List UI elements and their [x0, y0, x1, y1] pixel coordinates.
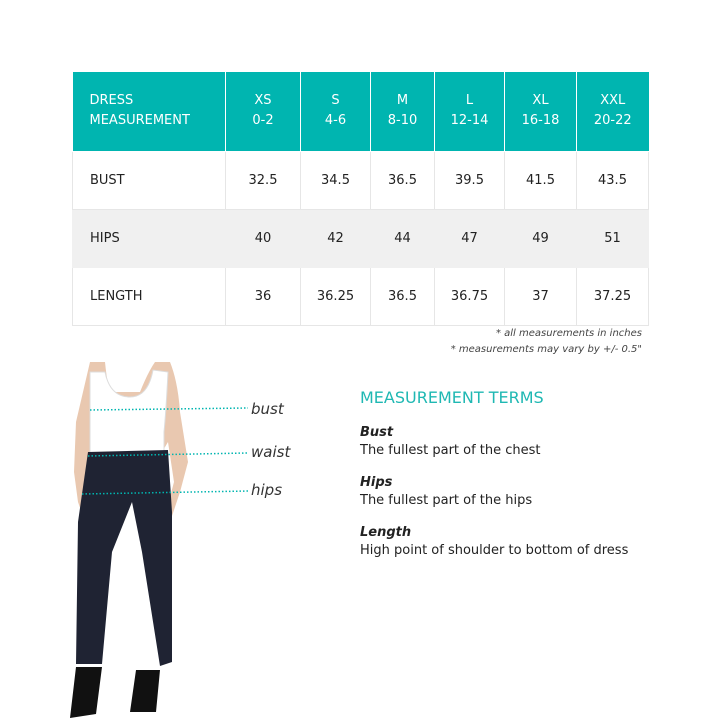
term-bust: Bust The fullest part of the chest	[360, 425, 541, 458]
table-row: BUST 32.5 34.5 36.5 39.5 41.5 43.5	[72, 150, 649, 210]
header-size: S 4-6	[300, 72, 371, 152]
row-label: BUST	[72, 150, 226, 210]
row-label: LENGTH	[72, 266, 226, 326]
pants	[76, 450, 172, 666]
cell: 40	[225, 208, 301, 268]
terms-title: MEASUREMENT TERMS	[360, 388, 544, 407]
cell: 34.5	[300, 150, 371, 210]
cell: 36	[225, 266, 301, 326]
term-hips: Hips The fullest part of the hips	[360, 475, 533, 508]
measurement-terms: MEASUREMENT TERMS Bust The fullest part o…	[360, 388, 628, 575]
header-size: XL 16-18	[504, 72, 577, 152]
cell: 41.5	[504, 150, 577, 210]
note-variance: * measurements may vary by +/- 0.5"	[450, 344, 642, 355]
header-size: L 12-14	[434, 72, 505, 152]
size-chart-table: DRESS MEASUREMENT XS 0-2 S 4-6 M 8-10 L 12-14…	[72, 72, 649, 326]
cell: 36.5	[370, 150, 435, 210]
row-label: HIPS	[72, 208, 226, 268]
header-size: XS 0-2	[225, 72, 301, 152]
term-length: Length High point of shoulder to bottom o…	[360, 525, 629, 558]
tank-top	[89, 369, 169, 458]
table-row: LENGTH 36 36.25 36.5 36.75 37 37.25	[72, 266, 649, 326]
cell: 49	[504, 208, 577, 268]
header-label: DRESS MEASUREMENT	[72, 72, 226, 152]
cell: 37	[504, 266, 577, 326]
cell: 51	[576, 208, 649, 268]
table-header-row: DRESS MEASUREMENT XS 0-2 S 4-6 M 8-10 L 12-14…	[72, 72, 649, 152]
cell: 47	[434, 208, 505, 268]
waist-label: waist	[251, 443, 291, 461]
header-size: XXL 20-22	[576, 72, 649, 152]
bust-label: bust	[251, 400, 284, 418]
model-figure	[70, 362, 249, 718]
table-row: HIPS 40 42 44 47 49 51	[72, 208, 649, 268]
cell: 36.25	[300, 266, 371, 326]
note-units: * all measurements in inches	[495, 328, 642, 339]
cell: 44	[370, 208, 435, 268]
shoes	[70, 667, 160, 718]
cell: 36.75	[434, 266, 505, 326]
cell: 36.5	[370, 266, 435, 326]
cell: 39.5	[434, 150, 505, 210]
cell: 42	[300, 208, 371, 268]
cell: 43.5	[576, 150, 649, 210]
header-size: M 8-10	[370, 72, 435, 152]
hips-label: hips	[251, 481, 283, 499]
cell: 32.5	[225, 150, 301, 210]
cell: 37.25	[576, 266, 649, 326]
